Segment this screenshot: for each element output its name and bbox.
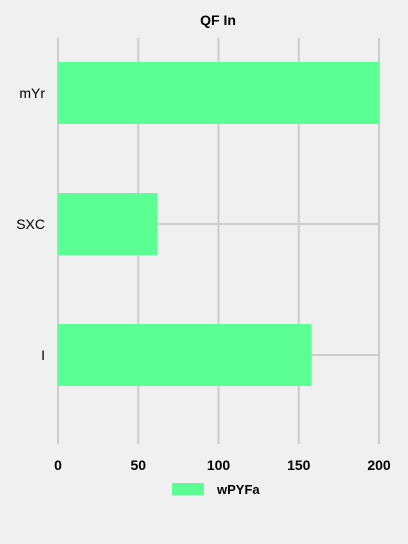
bar xyxy=(58,324,312,386)
bar xyxy=(58,62,379,124)
y-tick-label: SXC xyxy=(16,216,45,232)
x-tick-labels: 0 50 100 150 200 xyxy=(54,457,391,473)
legend: wPYFa xyxy=(172,482,260,497)
x-tick-label: 200 xyxy=(367,457,391,473)
y-tick-label: I xyxy=(41,347,45,363)
bar xyxy=(58,193,158,255)
x-tick-label: 0 xyxy=(54,457,62,473)
legend-label: wPYFa xyxy=(216,482,260,497)
y-tick-label: mYr xyxy=(19,85,45,101)
x-tick-label: 50 xyxy=(130,457,146,473)
y-tick-labels: mYr SXC I xyxy=(16,85,45,363)
chart-title: QF In xyxy=(200,12,236,28)
x-tick-label: 100 xyxy=(207,457,231,473)
legend-swatch xyxy=(172,483,204,495)
bars xyxy=(58,62,379,386)
x-tick-label: 150 xyxy=(287,457,311,473)
